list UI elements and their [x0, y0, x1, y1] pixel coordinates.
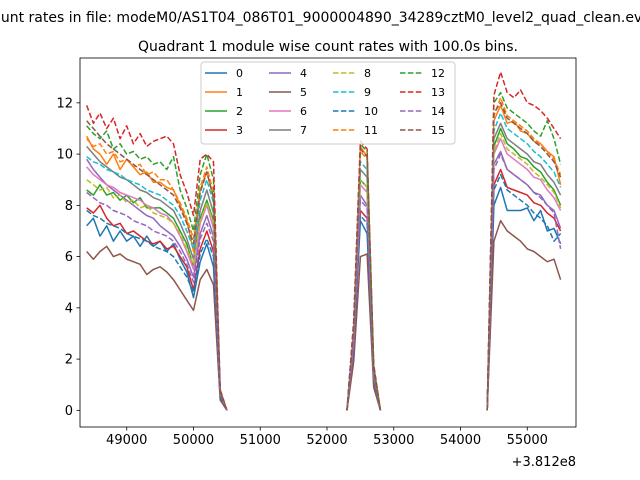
legend-label-3: 3	[236, 124, 243, 137]
series-15-seg1-line	[86, 120, 228, 411]
legend-item-1: 1	[205, 86, 243, 99]
legend-label-2: 2	[236, 105, 243, 118]
series-2-seg3-line	[486, 127, 562, 411]
legend-label-14: 14	[431, 105, 445, 118]
plot-frame	[79, 57, 577, 428]
legend-label-1: 1	[236, 86, 243, 99]
series-12-seg3-line	[486, 91, 562, 411]
x-tick-label-53000: 53000	[373, 433, 414, 448]
series-4-seg1-line	[86, 158, 228, 411]
series-15-seg2-line	[346, 148, 382, 411]
series-5-seg1-line	[86, 245, 228, 411]
legend-label-8: 8	[364, 67, 371, 80]
series-6-seg1-line	[86, 166, 228, 411]
legend-label-10: 10	[364, 105, 378, 118]
legend-item-4: 4	[269, 67, 307, 80]
legend-item-3: 3	[205, 124, 243, 137]
legend-item-5: 5	[269, 86, 307, 99]
x-tick-label-49000: 49000	[106, 433, 147, 448]
legend-label-6: 6	[300, 105, 307, 118]
y-tick-label-2: 2	[65, 353, 73, 368]
series-14	[86, 153, 562, 411]
legend-item-6: 6	[269, 105, 307, 118]
series-10-seg3-line	[486, 173, 562, 411]
legend-item-11: 11	[333, 124, 378, 137]
axes: 49000 50000 51000 52000 53000 54000 55000 0 2 4 6 8…	[56, 57, 577, 448]
series-8-seg3-line	[486, 132, 562, 411]
y-tick-label-12: 12	[56, 96, 73, 111]
series-5-seg2-line	[346, 253, 382, 411]
series-9-seg1-line	[86, 156, 228, 411]
series-7-seg1-line	[86, 145, 228, 411]
series-layer	[85, 71, 562, 411]
series-7-seg3-line	[486, 122, 562, 411]
series-15-seg3-line	[486, 102, 562, 411]
legend-label-12: 12	[431, 67, 445, 80]
x-tick-label-51000: 51000	[240, 433, 281, 448]
series-6-seg3-line	[486, 137, 562, 411]
series-14-seg1-line	[86, 191, 228, 411]
legend-box	[200, 61, 456, 145]
series-3-seg1-line	[86, 204, 228, 411]
series-8-seg1-line	[86, 179, 228, 411]
legend-item-2: 2	[205, 105, 243, 118]
chart-title: Quadrant 1 module wise count rates with …	[138, 39, 518, 55]
series-5-seg3-line	[486, 219, 562, 411]
figure-suptitle: ount rates in file: modeM0/AS1T04_086T01…	[0, 10, 640, 26]
x-tick-label-54000: 54000	[440, 433, 481, 448]
series-12-seg1-line	[86, 125, 228, 411]
legend-item-7: 7	[269, 124, 307, 137]
legend-label-7: 7	[300, 124, 307, 137]
legend-item-10: 10	[333, 105, 378, 118]
legend-item-13: 13	[400, 86, 445, 99]
y-tick-label-8: 8	[65, 199, 73, 214]
legend-label-4: 4	[300, 67, 307, 80]
x-tick-label-55000: 55000	[507, 433, 548, 448]
series-9-seg3-line	[486, 112, 562, 411]
y-tick-label-4: 4	[65, 301, 73, 316]
legend-label-13: 13	[431, 86, 445, 99]
legend-label-0: 0	[236, 67, 243, 80]
series-11-seg1-line	[86, 138, 228, 411]
legend-item-15: 15	[400, 124, 445, 137]
legend-item-14: 14	[400, 105, 445, 118]
y-tick-label-0: 0	[65, 404, 73, 419]
series-5	[86, 219, 562, 411]
legend-label-11: 11	[364, 124, 378, 137]
x-offset-text: +3.812e8	[512, 455, 576, 470]
legend-item-12: 12	[400, 67, 445, 80]
legend-label-5: 5	[300, 86, 307, 99]
series-3-seg3-line	[486, 168, 562, 411]
y-tick-label-10: 10	[56, 148, 73, 163]
legend-item-0: 0	[205, 67, 243, 80]
legend-label-9: 9	[364, 86, 371, 99]
series-14-seg3-line	[486, 153, 562, 411]
series-11-seg3-line	[486, 96, 562, 411]
series-15	[86, 102, 562, 411]
x-tick-label-52000: 52000	[306, 433, 347, 448]
series-2-seg1-line	[86, 184, 228, 411]
series-13-seg3-line	[486, 71, 562, 411]
series-14-seg2-line	[346, 199, 382, 411]
series-0-seg1-line	[86, 217, 228, 411]
x-tick-label-50000: 50000	[173, 433, 214, 448]
series-0-seg3-line	[486, 186, 562, 411]
legend-item-8: 8	[333, 67, 371, 80]
series-10-seg1-line	[86, 209, 228, 411]
y-tick-label-6: 6	[65, 250, 73, 265]
series-13-seg1-line	[85, 105, 228, 411]
legend-item-9: 9	[333, 86, 371, 99]
legend-label-15: 15	[431, 124, 445, 137]
